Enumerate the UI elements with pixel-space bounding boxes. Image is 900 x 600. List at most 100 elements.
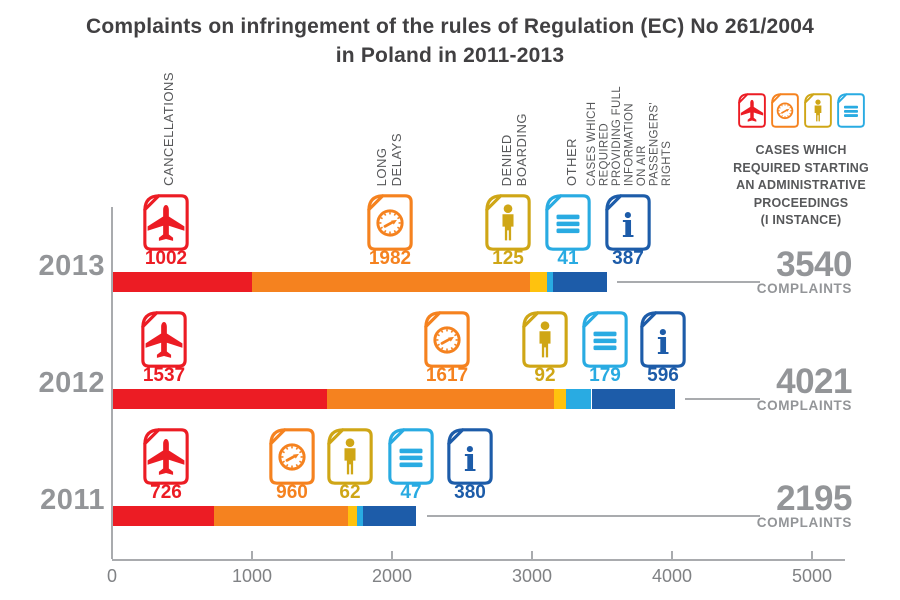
category-label-long-delays: LONG DELAYS [374, 132, 404, 186]
list-document-iconbox [545, 194, 591, 251]
x-axis-tick-label: 1000 [231, 566, 273, 586]
total-block: 3540 COMPLAINTS [748, 245, 853, 297]
person-document-icon [485, 194, 531, 251]
airplane-document-icon [143, 194, 189, 251]
x-axis-tick-label: 0 [106, 566, 117, 586]
category-count: 41 [557, 248, 579, 269]
bar-segment-person [529, 272, 548, 292]
bar-segment-stopwatch [252, 272, 530, 292]
list-document-icon [836, 93, 865, 128]
x-axis-tick-label: 4000 [651, 566, 693, 586]
category-count: 960 [276, 482, 308, 503]
connector-line [426, 515, 760, 517]
category-label-other: OTHER [564, 138, 579, 186]
bar-segment-airplane [112, 506, 214, 526]
stopwatch-document-iconbox [269, 428, 315, 485]
x-axis-tick-label: 2000 [371, 566, 413, 586]
airplane-document-iconbox [143, 194, 189, 251]
category-count: 179 [589, 365, 621, 386]
x-axis-tick-label: 3000 [511, 566, 553, 586]
stopwatch-document-icon [367, 194, 413, 251]
chart-title: Complaints on infringement of the rules … [0, 12, 900, 70]
category-count: 92 [534, 365, 556, 386]
list-document-iconbox [582, 311, 628, 368]
info-document-iconbox: i [640, 311, 686, 368]
category-label-information-cases: CASES WHICH REQUIRED PROVIDING FULL INFO… [586, 85, 673, 186]
person-document-iconbox [522, 311, 568, 368]
category-count: 1002 [144, 248, 188, 269]
person-document-iconbox [327, 428, 373, 485]
airplane-document-icon [737, 93, 766, 128]
person-document-iconbox [485, 194, 531, 251]
legend-person-icon [803, 93, 832, 133]
bar-segment-airplane [112, 389, 328, 409]
total-unit: COMPLAINTS [756, 515, 852, 530]
bar-segment-person [348, 506, 357, 526]
total-count: 4021 [776, 362, 852, 401]
category-count: 726 [150, 482, 182, 503]
category-count: 596 [647, 365, 679, 386]
category-count: 125 [492, 248, 524, 269]
x-axis-tick [671, 551, 673, 559]
stopwatch-document-iconbox [424, 311, 470, 368]
x-axis-tick-label: 5000 [791, 566, 833, 586]
list-document-icon [582, 311, 628, 368]
x-axis-tick [811, 551, 813, 559]
stopwatch-document-icon [424, 311, 470, 368]
bar-segment-info [591, 389, 675, 409]
category-count: 62 [339, 482, 361, 503]
chart-title-line2: in Poland in 2011-2013 [335, 44, 565, 67]
airplane-document-iconbox [141, 311, 187, 368]
info-document-iconbox: i [605, 194, 651, 251]
bar-segment-list [356, 506, 364, 526]
airplane-document-iconbox [143, 428, 189, 485]
info-document-icon: i [447, 428, 493, 485]
category-count: 387 [612, 248, 644, 269]
category-label-denied-boarding: DENIED BOARDING [499, 112, 529, 186]
person-document-icon [327, 428, 373, 485]
total-unit: COMPLAINTS [756, 281, 852, 296]
svg-text:i: i [622, 206, 635, 245]
total-block: 2195 COMPLAINTS [748, 479, 853, 531]
y-axis-line [111, 207, 113, 559]
legend-stopwatch-icon [770, 93, 799, 133]
airplane-document-icon [143, 428, 189, 485]
x-axis-line [112, 559, 845, 561]
info-document-icon: i [640, 311, 686, 368]
category-label-cancellations: CANCELLATIONS [161, 72, 176, 186]
total-unit: COMPLAINTS [756, 398, 852, 413]
bar-segment-list [547, 272, 553, 292]
total-block: 4021 COMPLAINTS [748, 362, 853, 414]
year-label-2013: 2013 [38, 250, 105, 282]
total-count: 3540 [776, 245, 852, 284]
legend: CASES WHICH REQUIRED STARTING AN ADMINIS… [715, 93, 887, 230]
person-document-icon [803, 93, 832, 128]
year-label-2011: 2011 [40, 484, 105, 516]
x-axis-tick [111, 551, 113, 559]
bar-segment-person [553, 389, 567, 409]
svg-text:i: i [657, 323, 670, 362]
category-count: 1537 [142, 365, 186, 386]
bar-segment-airplane [112, 272, 253, 292]
legend-list-icon [836, 93, 865, 133]
category-count: 1617 [425, 365, 469, 386]
info-document-iconbox: i [447, 428, 493, 485]
bar-segment-stopwatch [327, 389, 554, 409]
list-document-iconbox [388, 428, 434, 485]
legend-airplane-icon [737, 93, 766, 133]
bar-segment-list [566, 389, 592, 409]
stopwatch-document-iconbox [367, 194, 413, 251]
total-count: 2195 [776, 479, 852, 518]
connector-line [684, 398, 760, 400]
stopwatch-document-icon [770, 93, 799, 128]
list-document-icon [388, 428, 434, 485]
category-count: 380 [454, 482, 486, 503]
stopwatch-document-icon [269, 428, 315, 485]
bar-segment-info [363, 506, 417, 526]
bar-segment-info [553, 272, 608, 292]
legend-icons [715, 93, 887, 133]
list-document-icon [545, 194, 591, 251]
svg-text:i: i [464, 440, 477, 479]
category-count: 47 [400, 482, 422, 503]
